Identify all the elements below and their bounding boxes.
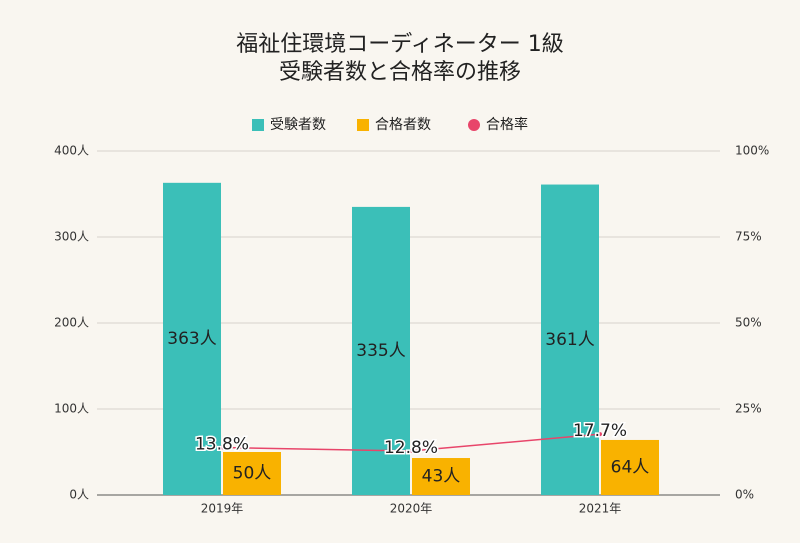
bar — [412, 458, 470, 495]
y-tick-label: 300人 — [54, 230, 89, 244]
y-tick-label: 100人 — [54, 402, 89, 416]
legend-label: 合格者数 — [375, 117, 431, 133]
y-tick-label: 200人 — [54, 316, 89, 330]
bar-value-label: 50人 — [233, 464, 272, 484]
legend-label: 受験者数 — [270, 117, 326, 133]
line-value-label: 13.8% — [195, 435, 249, 455]
y2-tick-label: 100% — [735, 144, 769, 158]
bar — [541, 184, 599, 496]
y-tick-label: 400人 — [54, 144, 89, 158]
line-value-label: 12.8% — [384, 438, 438, 458]
bar-value-label: 363人 — [167, 329, 216, 349]
line-point — [409, 448, 413, 453]
y-tick-label: 0人 — [69, 488, 89, 502]
y2-tick-label: 75% — [735, 230, 762, 244]
bar-value-label: 335人 — [356, 341, 405, 361]
line-value-label: 17.7% — [573, 421, 627, 441]
legend-marker — [252, 119, 264, 131]
legend-label: 合格率 — [486, 116, 528, 133]
legend-marker — [357, 119, 369, 131]
y2-tick-label: 25% — [735, 402, 762, 416]
bar — [352, 206, 410, 495]
bar-value-label: 361人 — [545, 330, 594, 350]
y2-tick-label: 0% — [735, 488, 754, 502]
legend-marker — [468, 119, 480, 131]
bar — [223, 452, 281, 495]
bar — [163, 182, 221, 495]
line-point — [220, 445, 224, 450]
y2-tick-label: 50% — [735, 316, 762, 330]
bar — [601, 439, 659, 495]
bar-value-label: 64人 — [611, 457, 650, 477]
chart-subtitle: 受験者数と合格率の推移 — [279, 60, 521, 85]
x-tick-label: 2019年 — [201, 502, 244, 516]
line-point — [598, 432, 602, 437]
chart-title: 福祉住環境コーディネーター 1級 — [236, 32, 563, 57]
x-tick-label: 2020年 — [390, 502, 433, 516]
bar-value-label: 43人 — [422, 467, 461, 487]
x-tick-label: 2021年 — [579, 502, 622, 516]
